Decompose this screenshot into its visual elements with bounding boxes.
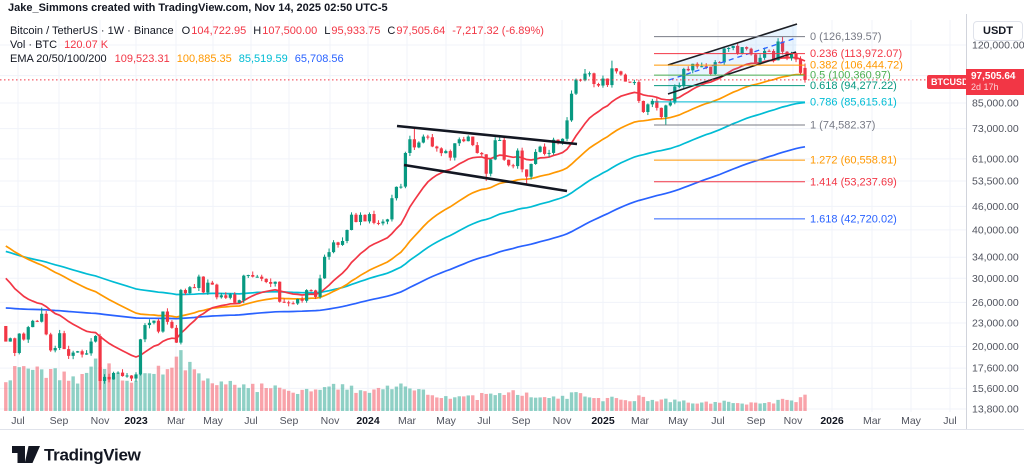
price-axis-label: 15,600.00	[972, 383, 1019, 395]
trendlines	[396, 23, 798, 193]
time-axis-label: Sep	[280, 415, 299, 427]
price-axis-label: 23,000.00	[972, 318, 1019, 330]
fib-label: 0.5 (100,360.97)	[810, 70, 891, 82]
legend-segment: 109,523.31	[114, 53, 170, 65]
price-axis-label: 17,600.00	[972, 363, 1019, 375]
time-axis-label: Nov	[553, 415, 572, 427]
time-axis-label: Mar	[863, 415, 882, 427]
price-axis-label: 34,000.00	[972, 252, 1019, 264]
last-price-value: 97,505.64	[971, 71, 1016, 82]
price-axis-label: 61,000.00	[972, 153, 1019, 165]
fib-label: 1.414 (53,237.69)	[810, 176, 897, 188]
fib-label: 0.382 (106,444.72)	[810, 60, 903, 72]
legend-segment: Bitcoin / TetherUS · 1W · Binance	[10, 25, 174, 37]
volume-bars	[4, 350, 807, 411]
time-axis-label: Jul	[244, 415, 257, 427]
time-axis-label: Nov	[321, 415, 340, 427]
legend-segment: EMA 20/50/100/200	[10, 53, 107, 65]
time-axis-label: Jul	[477, 415, 490, 427]
legend-segment: O	[181, 25, 191, 37]
time-axis-label: Jul	[943, 415, 956, 427]
time-axis-label: Jul	[11, 415, 24, 427]
legend-segment: 95,933.75	[331, 25, 381, 37]
symbol-ohlc-legend[interactable]: Bitcoin / TetherUS · 1W · Binance O104,72…	[10, 25, 544, 37]
wedge-trendline	[403, 163, 568, 193]
legend-segment: -7,217.32 (-6.89%)	[452, 25, 544, 37]
channel-midline	[668, 37, 797, 81]
legend-segment: 120.07 K	[64, 39, 109, 51]
ema-lines	[5, 56, 806, 358]
bar-countdown: 2d 17h	[971, 82, 999, 92]
time-axis-label: Nov	[91, 415, 110, 427]
ema-50-line	[5, 73, 806, 318]
last-price-badge: 97,505.64 2d 17h	[966, 69, 1024, 95]
legend-segment: 65,708.56	[294, 53, 344, 65]
fib-label: 0.618 (94,277.22)	[810, 80, 897, 92]
time-axis-label: Jul	[711, 415, 724, 427]
legend-segment: 100,885.35	[176, 53, 232, 65]
grid	[0, 20, 966, 412]
attribution-text: Jake_Simmons created with TradingView.co…	[8, 2, 388, 14]
fib-label: 1 (74,582.37)	[810, 120, 875, 132]
price-axis-labels: 120,000.00100,000.0085,000.0073,000.0061…	[972, 40, 1024, 416]
time-axis-label: Mar	[167, 415, 186, 427]
volume-legend[interactable]: Vol · BTC 120.07 K	[10, 39, 108, 51]
wedge-trendline	[396, 124, 578, 146]
time-axis-label: Sep	[50, 415, 69, 427]
ema-100-line	[5, 101, 806, 296]
channel-line	[667, 51, 797, 95]
time-axis-label: Sep	[512, 415, 531, 427]
fib-label: 0 (126,139.57)	[810, 31, 882, 43]
price-axis-label: 85,000.00	[972, 98, 1019, 110]
price-axis-label: 13,800.00	[972, 404, 1019, 416]
ema-200-line	[5, 145, 806, 320]
channel-line	[667, 23, 798, 66]
time-axis-label: Mar	[398, 415, 417, 427]
ema-legend[interactable]: EMA 20/50/100/200 109,523.31 100,885.35 85,…	[10, 53, 344, 65]
legend-segment: 97,505.64	[396, 25, 446, 37]
time-axis-label: May	[901, 415, 922, 427]
price-axis-label: 120,000.00	[972, 40, 1024, 52]
time-axis-label: 2025	[591, 415, 615, 427]
time-axis-label: May	[668, 415, 689, 427]
price-axis-label: 53,500.00	[972, 175, 1019, 187]
price-axis-label: 73,000.00	[972, 123, 1019, 135]
fib-label: 0.786 (85,615.61)	[810, 96, 897, 108]
legend-segment: H	[253, 25, 262, 37]
price-axis-label: 26,000.00	[972, 297, 1019, 309]
price-axis-label: 20,000.00	[972, 341, 1019, 353]
time-axis-label: May	[203, 415, 224, 427]
time-axis-label: 2023	[124, 415, 148, 427]
time-axis-label: Sep	[747, 415, 766, 427]
price-axis-label: 40,000.00	[972, 224, 1019, 236]
price-axis-label: 30,000.00	[972, 273, 1019, 285]
tradingview-wordmark: TradingView	[44, 446, 142, 465]
fib-label: 1.618 (42,720.02)	[810, 213, 897, 225]
tradingview-logo-mark	[12, 446, 40, 463]
time-axis-label: 2024	[356, 415, 380, 427]
time-axis-label: 2026	[820, 415, 844, 427]
time-axis-label: May	[436, 415, 457, 427]
time-axis-labels: Jul Sep Nov 2023 Mar May Jul Sep Nov 2024 Mar May Ju…	[11, 415, 956, 427]
legend-segment: 85,519.59	[238, 53, 288, 65]
tradingview-logo[interactable]: TradingView	[10, 443, 180, 467]
fib-label: 0.236 (113,972.07)	[810, 48, 902, 60]
fib-label: 1.272 (60,558.81)	[810, 155, 897, 167]
ema-20-line	[5, 56, 806, 358]
fib-retracement: 0 (126,139.57) 0.236 (113,972.07)0.382 (1…	[654, 31, 903, 225]
time-axis-label: Nov	[784, 415, 803, 427]
symbol-price-tag: BTCUSDT	[927, 75, 978, 89]
candles	[4, 36, 807, 390]
legend-segment: 104,722.95	[191, 25, 247, 37]
legend-segment: C	[387, 25, 396, 37]
price-axis-label: 46,000.00	[972, 201, 1019, 213]
legend-segment: L	[324, 25, 331, 37]
time-axis-label: Mar	[631, 415, 650, 427]
currency-axis-button[interactable]: USDT	[973, 21, 1023, 41]
legend-segment: Vol · BTC	[10, 39, 58, 51]
legend-segment: 107,500.00	[262, 25, 318, 37]
